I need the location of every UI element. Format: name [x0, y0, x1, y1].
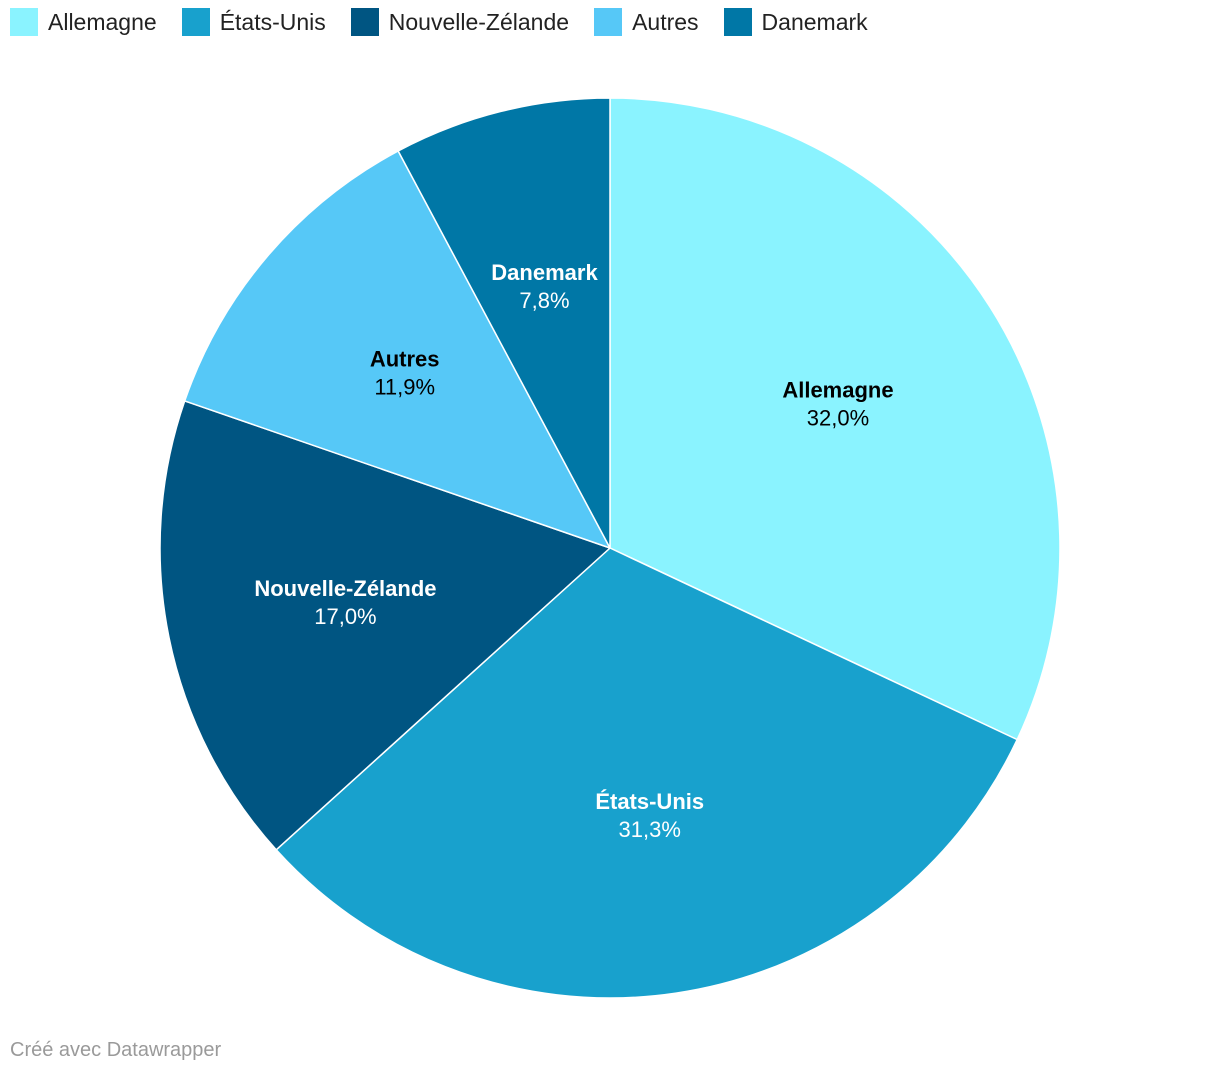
slice-label-name-autres: Autres — [370, 347, 440, 372]
slice-label-value-danemark: 7,8% — [519, 288, 569, 313]
legend-swatch-danemark — [723, 8, 752, 36]
legend-item-autres: Autres — [594, 8, 699, 36]
pie-slice-nouvelle-zelande — [159, 400, 611, 851]
legend-item-danemark: Danemark — [723, 8, 868, 36]
slice-label-name-danemark: Danemark — [491, 260, 598, 285]
legend-swatch-allemagne — [10, 8, 38, 36]
chart-legend: Allemagne États-Unis Nouvelle-Zélande Au… — [10, 8, 893, 36]
legend-label-autres: Autres — [632, 9, 699, 35]
pie-labels: Allemagne 32,0% États-Unis 31,3% Nouvelle-Zé… — [254, 260, 893, 842]
slice-label-name-etats-unis: États-Unis — [595, 789, 704, 814]
legend-swatch-nouvelle-zelande — [350, 8, 379, 36]
legend-label-etats-unis: États-Unis — [219, 9, 326, 35]
slice-label-value-nouvelle-zelande: 17,0% — [314, 604, 376, 629]
legend-item-nouvelle-zelande: Nouvelle-Zélande — [350, 8, 570, 36]
legend-swatch-etats-unis — [181, 8, 210, 36]
legend-swatch-autres — [594, 8, 623, 36]
footer-credit: Créé avec Datawrapper — [10, 1039, 222, 1061]
slice-label-value-autres: 11,9% — [374, 375, 435, 400]
legend-label-danemark: Danemark — [761, 9, 868, 35]
slice-label-name-nouvelle-zelande: Nouvelle-Zélande — [254, 576, 436, 601]
pie-slice-autres — [183, 150, 611, 549]
legend-label-nouvelle-zelande: Nouvelle-Zélande — [388, 9, 570, 35]
slice-label-value-etats-unis: 31,3% — [619, 817, 681, 842]
legend-item-etats-unis: États-Unis — [181, 8, 326, 36]
pie-slice-allemagne — [609, 97, 1061, 741]
pie-slice-etats-unis — [275, 547, 1018, 999]
legend-label-allemagne: Allemagne — [48, 9, 157, 35]
pie-slice-danemark — [397, 97, 611, 549]
pie-slices — [159, 97, 1061, 999]
legend-item-allemagne: Allemagne — [10, 8, 157, 36]
slice-label-value-allemagne: 32,0% — [807, 405, 869, 430]
slice-label-name-allemagne: Allemagne — [782, 377, 893, 402]
